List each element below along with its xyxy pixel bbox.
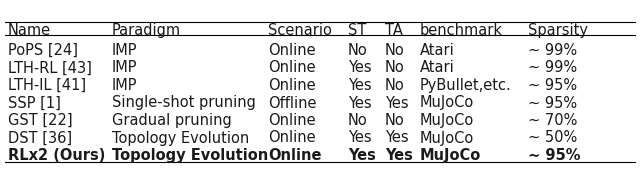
Text: MuJoCo: MuJoCo: [420, 148, 481, 163]
Text: MuJoCo: MuJoCo: [420, 130, 474, 145]
Text: PyBullet,etc.: PyBullet,etc.: [420, 78, 512, 93]
Text: ∼ 95%: ∼ 95%: [528, 78, 577, 93]
Text: benchmark: benchmark: [420, 23, 503, 38]
Text: ∼ 70%: ∼ 70%: [528, 113, 577, 128]
Text: No: No: [348, 43, 368, 58]
Text: Yes: Yes: [385, 148, 413, 163]
Text: Topology Evolution: Topology Evolution: [112, 148, 268, 163]
Text: MuJoCo: MuJoCo: [420, 113, 474, 128]
Text: Sparsity: Sparsity: [528, 23, 588, 38]
Text: No: No: [385, 78, 404, 93]
Text: Atari: Atari: [420, 61, 455, 76]
Text: Online: Online: [268, 113, 316, 128]
Text: ∼ 99%: ∼ 99%: [528, 43, 577, 58]
Text: ST: ST: [348, 23, 366, 38]
Text: Online: Online: [268, 43, 316, 58]
Text: Yes: Yes: [348, 96, 372, 110]
Text: Yes: Yes: [348, 148, 376, 163]
Text: Yes: Yes: [348, 130, 372, 145]
Text: Scenario: Scenario: [268, 23, 332, 38]
Text: No: No: [385, 43, 404, 58]
Text: PoPS [24]: PoPS [24]: [8, 43, 78, 58]
Text: Yes: Yes: [385, 130, 408, 145]
Text: Yes: Yes: [348, 78, 372, 93]
Text: RLx2 (Ours): RLx2 (Ours): [8, 148, 106, 163]
Text: Gradual pruning: Gradual pruning: [112, 113, 232, 128]
Text: LTH-IL [41]: LTH-IL [41]: [8, 78, 86, 93]
Text: IMP: IMP: [112, 43, 138, 58]
Text: ∼ 99%: ∼ 99%: [528, 61, 577, 76]
Text: Online: Online: [268, 61, 316, 76]
Text: LTH-RL [43]: LTH-RL [43]: [8, 61, 92, 76]
Text: TA: TA: [385, 23, 403, 38]
Text: IMP: IMP: [112, 61, 138, 76]
Text: IMP: IMP: [112, 78, 138, 93]
Text: No: No: [385, 113, 404, 128]
Text: Atari: Atari: [420, 43, 455, 58]
Text: ∼ 95%: ∼ 95%: [528, 96, 577, 110]
Text: Offline: Offline: [268, 96, 317, 110]
Text: GST [22]: GST [22]: [8, 113, 72, 128]
Text: SSP [1]: SSP [1]: [8, 96, 61, 110]
Text: Yes: Yes: [348, 61, 372, 76]
Text: Single-shot pruning: Single-shot pruning: [112, 96, 256, 110]
Text: MuJoCo: MuJoCo: [420, 96, 474, 110]
Text: ∼ 95%: ∼ 95%: [528, 148, 580, 163]
Text: No: No: [348, 113, 368, 128]
Text: DST [36]: DST [36]: [8, 130, 72, 145]
Text: No: No: [385, 61, 404, 76]
Text: Topology Evolution: Topology Evolution: [112, 130, 249, 145]
Text: ∼ 50%: ∼ 50%: [528, 130, 577, 145]
Text: Online: Online: [268, 78, 316, 93]
Text: Yes: Yes: [385, 96, 408, 110]
Text: Paradigm: Paradigm: [112, 23, 181, 38]
Text: Online: Online: [268, 130, 316, 145]
Text: Online: Online: [268, 148, 321, 163]
Text: Name: Name: [8, 23, 51, 38]
